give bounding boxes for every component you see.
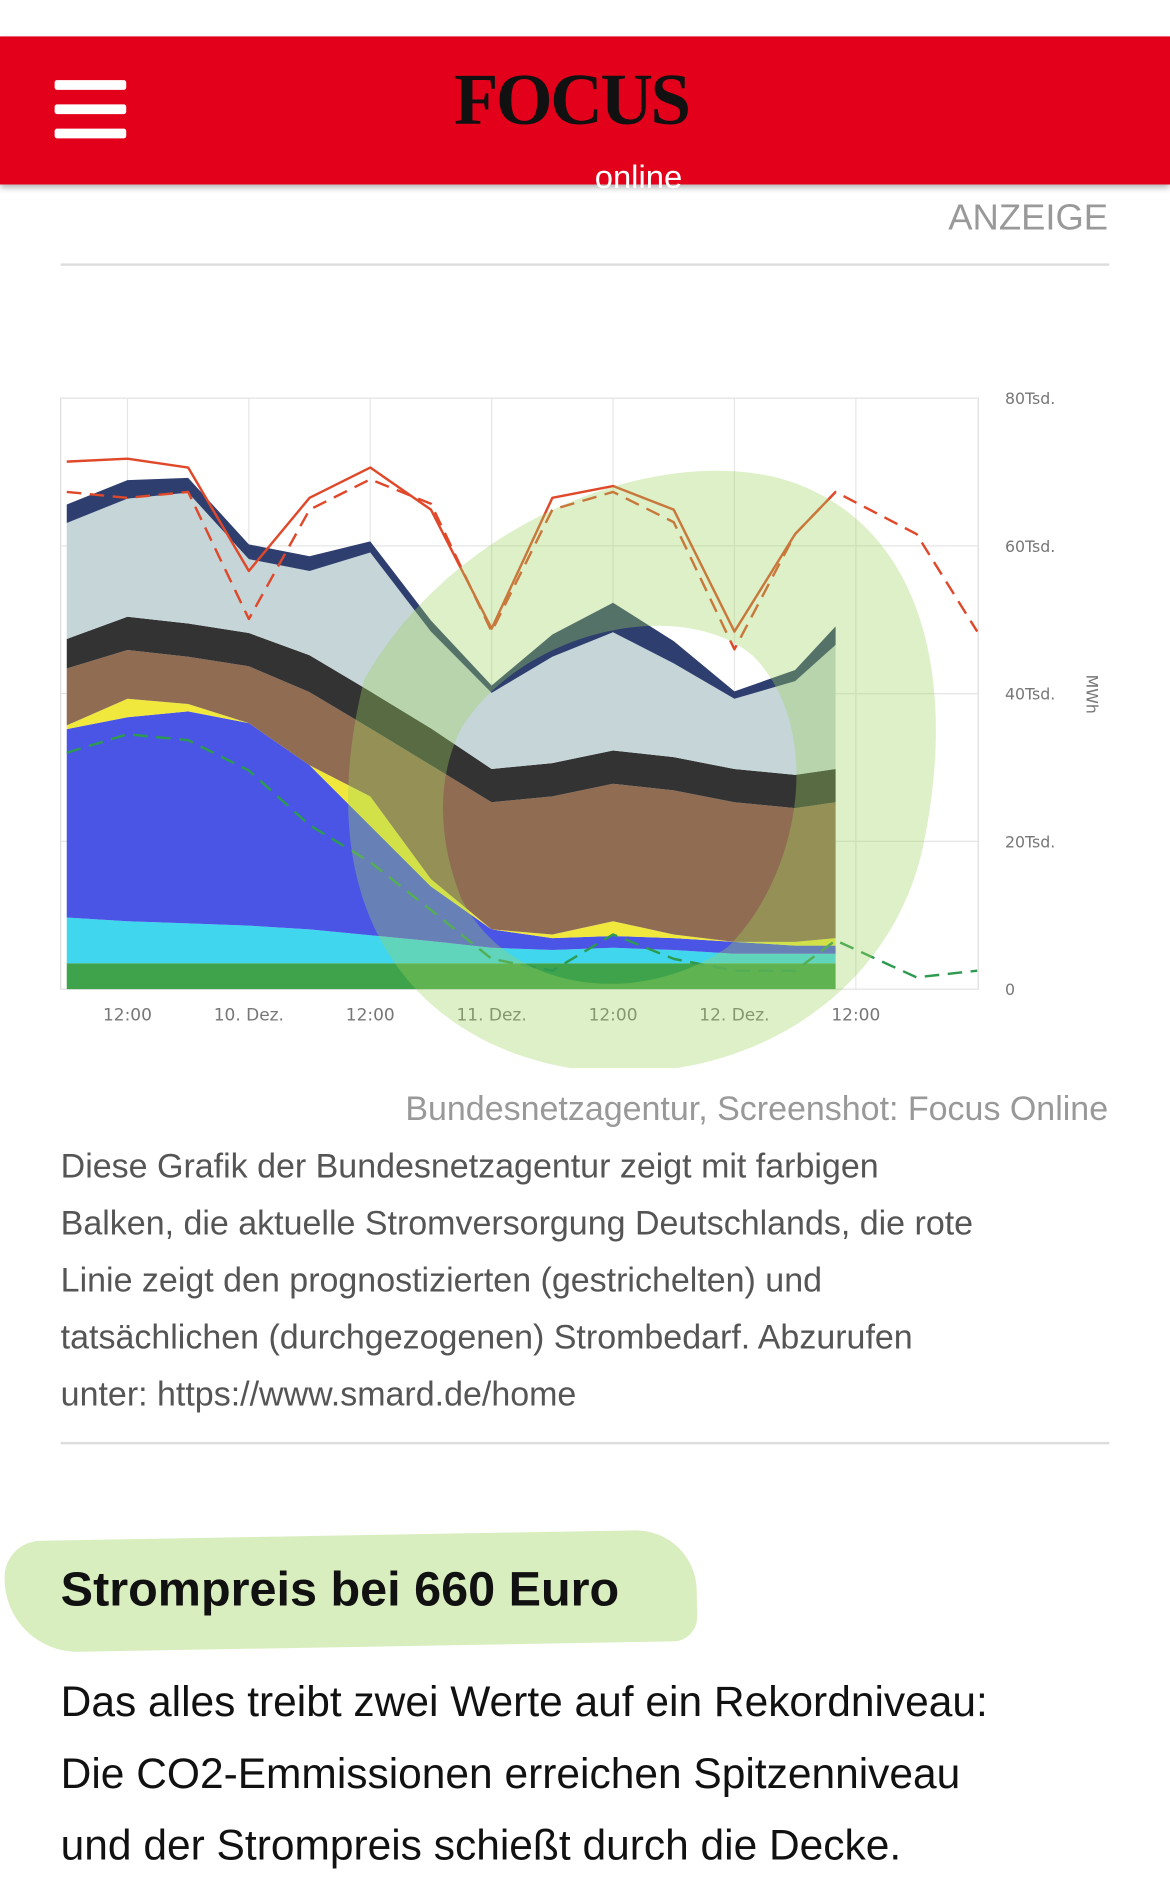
x-tick-label: 12:00	[831, 1006, 880, 1026]
x-tick-label: 12:00	[589, 1006, 638, 1026]
text-line: Das alles treibt zwei Werte auf ein Reko…	[60, 1678, 988, 1726]
x-tick-label: 11. Dez.	[457, 1006, 527, 1026]
text-line: unter: https://www.smard.de/home	[60, 1375, 577, 1413]
x-tick-label: 12:00	[346, 1006, 395, 1026]
area-layer	[66, 492, 836, 775]
line	[66, 478, 979, 651]
divider	[60, 263, 1110, 266]
area-layer	[66, 711, 836, 954]
caption: Diese Grafik der Bundesnetzagentur zeigt…	[61, 1137, 973, 1422]
chart: 0 20Tsd. 40Tsd. 60Tsd. 80Tsd. 12:00 10. Dez. 12…	[60, 389, 1101, 1069]
heading: Strompreis bei 660 Euro	[60, 1563, 620, 1617]
text-line: Die CO2-Emmissionen erreichen Spitzenniv…	[60, 1750, 961, 1798]
text-line: Diese Grafik der Bundesnetzagentur zeigt…	[60, 1146, 879, 1185]
text-line: Balken, die aktuelle Stromversorgung Deu…	[60, 1203, 974, 1242]
area-layer	[66, 917, 836, 964]
y-tick-label: 40Tsd.	[1005, 685, 1055, 704]
area-layer	[66, 616, 836, 809]
x-tick-label: 12:00	[103, 1006, 152, 1026]
menu-button[interactable]	[49, 73, 134, 146]
x-tick-label: 10. Dez.	[214, 1006, 284, 1026]
area-layer	[66, 963, 836, 990]
x-tick-label: 12. Dez.	[699, 1006, 769, 1026]
ad-label: ANZEIGE	[948, 197, 1109, 238]
line	[66, 457, 837, 633]
text-line: und der Strompreis schießt durch die Dec…	[60, 1821, 902, 1870]
area-layer	[66, 477, 836, 699]
article-body: Das alles treibt zwei Werte auf ein Reko…	[61, 1666, 988, 1881]
header: FOCUS online	[0, 36, 1170, 194]
y-tick-label: 60Tsd.	[1005, 537, 1055, 556]
logo-sub: online	[594, 158, 683, 196]
image-credit: Bundesnetzagentur, Screenshot: Focus Onl…	[405, 1089, 1109, 1128]
y-axis-label: MWh	[1082, 675, 1101, 714]
y-tick-label: 80Tsd.	[1005, 389, 1055, 408]
line	[66, 733, 978, 979]
text-line: Linie zeigt den prognostizierten (gestri…	[60, 1261, 822, 1299]
y-tick-label: 0	[1005, 980, 1015, 999]
highlight-ring	[348, 470, 936, 1069]
divider	[60, 1441, 1110, 1445]
y-tick-label: 20Tsd.	[1005, 832, 1055, 851]
text-line: tatsächlichen (durchgezogenen) Strombeda…	[60, 1318, 913, 1356]
area-layer	[66, 650, 836, 942]
logo[interactable]: FOCUS	[453, 59, 691, 140]
area-layer	[66, 698, 836, 946]
